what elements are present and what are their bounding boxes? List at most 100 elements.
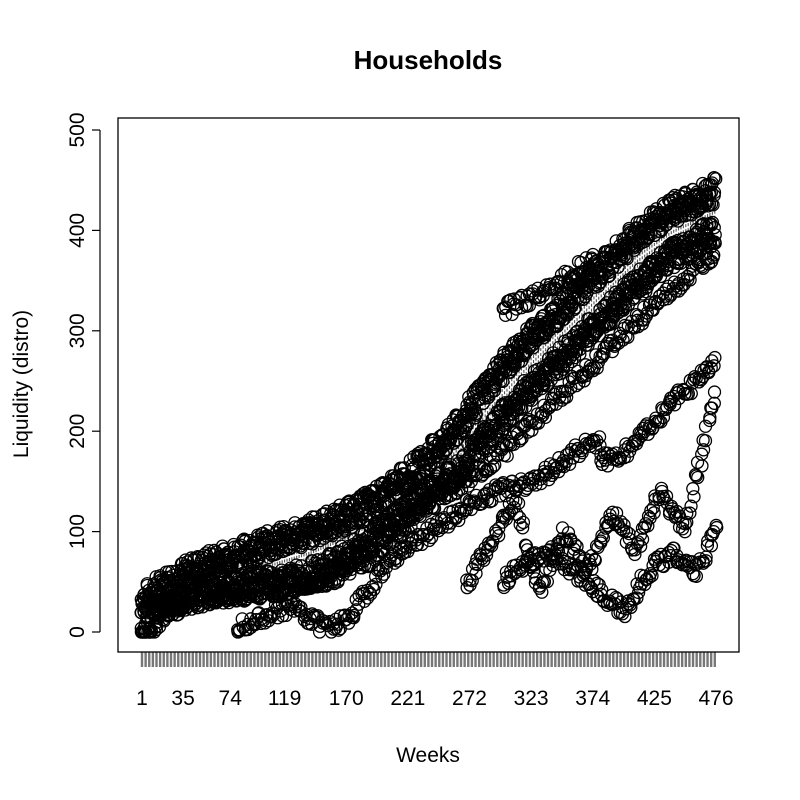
- data-point: [261, 586, 275, 601]
- week-box-stub: [369, 652, 372, 667]
- week-box-stub: [351, 652, 354, 667]
- data-point: [687, 490, 701, 504]
- week-box-stub: [593, 652, 597, 667]
- week-box-stub: [445, 652, 448, 667]
- week-box-stub: [615, 652, 619, 667]
- week-box-stub: [448, 652, 452, 667]
- week-box-stub: [191, 652, 194, 667]
- data-point: [513, 511, 527, 525]
- data-point: [633, 539, 648, 553]
- week-box-stub: [684, 652, 687, 667]
- week-box-stub: [644, 652, 648, 667]
- week-box-stub: [456, 652, 459, 667]
- data-point: [145, 606, 159, 620]
- week-box-stub: [322, 652, 325, 667]
- data-point: [705, 527, 720, 542]
- data-point: [166, 598, 181, 612]
- x-tick-label: 272: [452, 687, 487, 710]
- data-point: [595, 529, 609, 543]
- data-point: [596, 531, 610, 545]
- y-tick-label: 500: [66, 112, 89, 147]
- week-box-stub: [242, 652, 245, 667]
- data-point: [683, 273, 697, 287]
- week-box-stub: [535, 652, 539, 667]
- data-point: [707, 396, 721, 410]
- data-point: [513, 434, 527, 448]
- week-box-stub: [586, 652, 590, 667]
- week-box-stub: [155, 652, 158, 667]
- week-box-stub: [608, 652, 611, 667]
- data-point: [502, 574, 517, 588]
- week-box-stub: [267, 652, 271, 667]
- week-box-stub: [296, 652, 300, 667]
- week-box-stub: [673, 652, 677, 667]
- y-tick-label: 200: [66, 414, 89, 449]
- week-box-stub: [597, 652, 600, 667]
- week-box-stub: [394, 652, 397, 667]
- week-box-stub: [677, 652, 680, 667]
- week-box-stub: [626, 652, 629, 667]
- data-point: [533, 579, 547, 593]
- x-tick-label: 476: [698, 687, 733, 710]
- data-point: [686, 482, 700, 496]
- week-box-stub: [438, 652, 441, 667]
- x-tick-label: 221: [390, 687, 425, 710]
- data-point: [562, 457, 577, 471]
- data-point: [619, 524, 634, 539]
- week-box-stub: [140, 652, 144, 667]
- data-point: [645, 569, 659, 583]
- week-box-stub: [612, 652, 615, 667]
- data-point: [559, 455, 573, 469]
- data-point: [618, 300, 633, 314]
- data-point: [619, 437, 633, 451]
- week-box-stub: [354, 652, 358, 667]
- data-point: [684, 386, 698, 401]
- data-point: [708, 228, 722, 242]
- data-point: [573, 347, 587, 361]
- data-point: [587, 256, 601, 270]
- y-tick-label: 100: [66, 514, 89, 549]
- data-point: [593, 438, 607, 453]
- data-point: [260, 524, 275, 538]
- data-point: [497, 511, 512, 525]
- data-point: [510, 507, 524, 522]
- week-box-stub: [173, 652, 176, 667]
- data-point: [513, 401, 528, 415]
- data-point: [513, 517, 527, 532]
- week-box-stub: [575, 652, 579, 667]
- data-point: [618, 609, 632, 624]
- week-box-stub: [293, 652, 296, 667]
- week-box-stub: [195, 652, 198, 667]
- data-point: [570, 539, 584, 554]
- data-point: [542, 401, 556, 415]
- week-box-stub: [412, 652, 416, 667]
- data-point: [297, 536, 311, 551]
- data-point: [656, 559, 670, 573]
- data-point: [611, 260, 625, 274]
- data-point: [707, 171, 721, 185]
- week-box-stub: [514, 652, 517, 667]
- series-7: [496, 247, 601, 323]
- data-point: [176, 601, 190, 616]
- data-point: [635, 428, 649, 443]
- data-point: [708, 350, 722, 365]
- week-box-stub: [633, 652, 637, 667]
- week-box-stub: [619, 652, 622, 667]
- data-point: [542, 543, 556, 557]
- week-box-stub: [604, 652, 608, 667]
- week-box-stub: [459, 652, 463, 667]
- week-box-stub: [151, 652, 155, 667]
- week-box-stub: [666, 652, 669, 667]
- week-box-stub: [583, 652, 586, 667]
- data-point: [592, 430, 607, 444]
- data-point: [365, 579, 380, 594]
- data-point: [680, 515, 694, 530]
- week-box-stub: [528, 652, 532, 667]
- data-point: [691, 470, 705, 485]
- week-box-stub: [539, 652, 542, 667]
- week-box-stub: [532, 652, 535, 667]
- data-point: [618, 443, 632, 457]
- data-point: [706, 250, 720, 265]
- week-box-stub: [430, 652, 434, 667]
- data-point: [484, 539, 499, 553]
